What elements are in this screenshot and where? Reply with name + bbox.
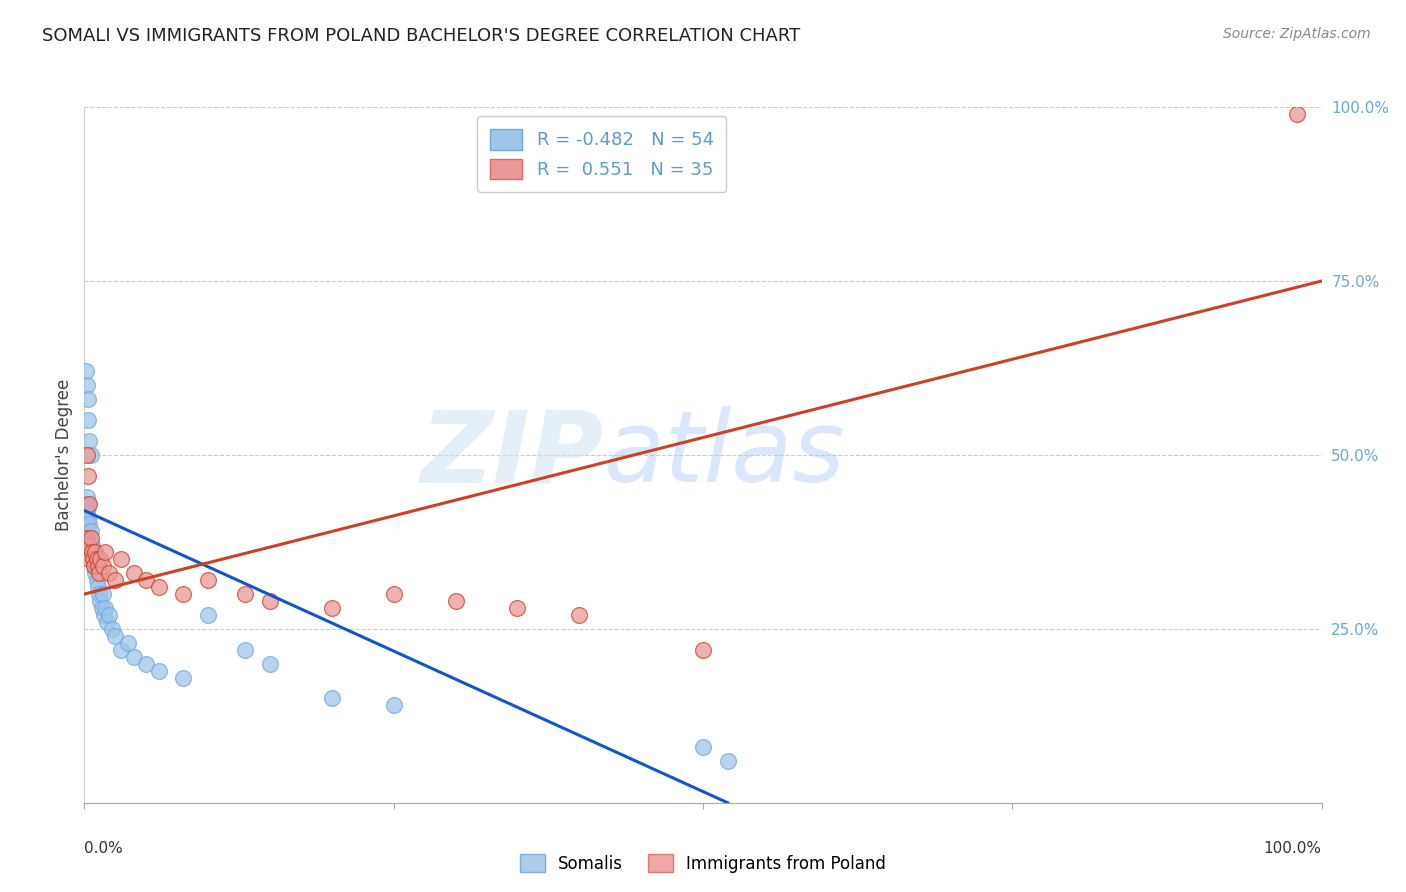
Point — [77, 524, 100, 539]
Point — [83, 559, 105, 574]
Point — [117, 636, 139, 650]
Point — [93, 607, 115, 622]
Text: atlas: atlas — [605, 407, 845, 503]
Point — [80, 538, 103, 552]
Point — [259, 657, 281, 671]
Point — [197, 573, 219, 587]
Point — [94, 545, 117, 559]
Point — [83, 559, 105, 574]
Point — [98, 607, 121, 622]
Text: Source: ZipAtlas.com: Source: ZipAtlas.com — [1223, 27, 1371, 41]
Y-axis label: Bachelor's Degree: Bachelor's Degree — [55, 379, 73, 531]
Point — [506, 601, 529, 615]
Point — [76, 378, 98, 392]
Point — [172, 671, 194, 685]
Text: SOMALI VS IMMIGRANTS FROM POLAND BACHELOR'S DEGREE CORRELATION CHART: SOMALI VS IMMIGRANTS FROM POLAND BACHELO… — [42, 27, 800, 45]
Point — [89, 594, 111, 608]
Point — [75, 503, 97, 517]
Point — [80, 545, 103, 559]
Point — [86, 559, 108, 574]
Point — [172, 587, 194, 601]
Point — [135, 573, 157, 587]
Point — [89, 552, 111, 566]
Point — [135, 657, 157, 671]
Point — [717, 754, 740, 768]
Text: ZIP: ZIP — [420, 407, 605, 503]
Point — [122, 566, 145, 581]
Point — [104, 629, 127, 643]
Point — [87, 559, 110, 574]
Point — [110, 642, 132, 657]
Point — [77, 497, 100, 511]
Point — [692, 642, 714, 657]
Point — [84, 545, 107, 559]
Point — [122, 649, 145, 664]
Point — [84, 552, 107, 566]
Point — [84, 566, 107, 581]
Point — [79, 538, 101, 552]
Point — [77, 538, 100, 552]
Point — [76, 532, 98, 546]
Point — [76, 448, 98, 462]
Point — [82, 552, 104, 566]
Point — [83, 545, 105, 559]
Point — [75, 497, 97, 511]
Point — [79, 517, 101, 532]
Point — [110, 552, 132, 566]
Point — [568, 607, 591, 622]
Point — [233, 642, 256, 657]
Point — [82, 545, 104, 559]
Point — [79, 532, 101, 546]
Point — [79, 448, 101, 462]
Point — [148, 580, 170, 594]
Point — [692, 740, 714, 755]
Point — [89, 566, 111, 581]
Point — [86, 552, 108, 566]
Point — [79, 434, 101, 448]
Point — [76, 490, 98, 504]
Point — [321, 601, 343, 615]
Point — [86, 573, 108, 587]
Text: 100.0%: 100.0% — [1264, 841, 1322, 856]
Point — [91, 587, 114, 601]
Point — [259, 594, 281, 608]
Point — [80, 545, 103, 559]
Point — [77, 468, 100, 483]
Point — [148, 664, 170, 678]
Point — [82, 552, 104, 566]
Point — [89, 587, 111, 601]
Point — [96, 615, 118, 629]
Legend: Somalis, Immigrants from Poland: Somalis, Immigrants from Poland — [513, 847, 893, 880]
Point — [87, 580, 110, 594]
Point — [75, 510, 97, 524]
Point — [75, 532, 97, 546]
Point — [79, 497, 101, 511]
Point — [321, 691, 343, 706]
Legend: R = -0.482   N = 54, R =  0.551   N = 35: R = -0.482 N = 54, R = 0.551 N = 35 — [477, 116, 727, 192]
Point — [76, 545, 98, 559]
Point — [76, 517, 98, 532]
Point — [77, 510, 100, 524]
Point — [79, 524, 101, 539]
Point — [75, 364, 97, 378]
Point — [100, 622, 122, 636]
Point — [197, 607, 219, 622]
Point — [98, 566, 121, 581]
Point — [444, 594, 467, 608]
Point — [79, 552, 101, 566]
Point — [79, 532, 101, 546]
Point — [91, 559, 114, 574]
Point — [77, 392, 100, 407]
Point — [94, 601, 117, 615]
Point — [1285, 107, 1308, 121]
Point — [104, 573, 127, 587]
Point — [76, 503, 98, 517]
Point — [233, 587, 256, 601]
Text: 0.0%: 0.0% — [84, 841, 124, 856]
Point — [90, 601, 112, 615]
Point — [382, 587, 405, 601]
Point — [77, 413, 100, 427]
Point — [382, 698, 405, 713]
